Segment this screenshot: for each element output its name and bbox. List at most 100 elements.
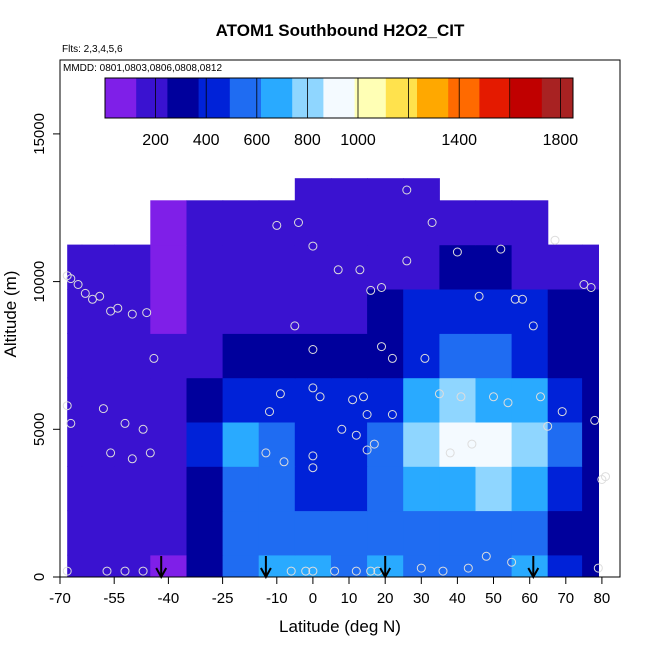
heatmap-cell [403, 510, 440, 556]
sample-point [308, 383, 318, 393]
heatmap-cell [367, 200, 404, 246]
sample-point [279, 457, 289, 467]
heatmap-cell [258, 466, 296, 512]
heatmap-cell [547, 333, 583, 379]
sample-point [434, 389, 444, 399]
colorbar-frame [104, 77, 574, 119]
colorbar-segment [198, 78, 231, 118]
x-tick-label: 60 [521, 590, 538, 607]
x-tick-label: 40 [449, 590, 466, 607]
heatmap-cell [294, 510, 332, 556]
heatmap-cell [294, 178, 332, 201]
heatmap-cell [475, 466, 513, 512]
heatmap-cell [582, 333, 599, 379]
heatmap-cell [511, 333, 549, 379]
sample-point [452, 247, 462, 257]
sample-point [362, 445, 372, 455]
x-tick-label: -10 [266, 590, 288, 607]
sample-point [456, 392, 466, 402]
heatmap-cell [150, 244, 187, 290]
sample-point [149, 353, 159, 363]
heatmap-cell [547, 244, 583, 290]
sample-point [427, 218, 437, 227]
heatmap-cell [150, 554, 187, 577]
sample-point [62, 401, 72, 411]
sample-point [308, 241, 318, 251]
heatmap-cell [547, 554, 583, 577]
heatmap-cell [222, 289, 260, 334]
sample-point [351, 430, 361, 440]
heatmap-cell [511, 466, 549, 512]
heatmap-cell [222, 466, 260, 512]
heatmap-cell [331, 289, 368, 334]
heatmap-cell [114, 421, 151, 467]
heatmap-cell [367, 178, 404, 201]
heatmap-cell [114, 333, 151, 379]
x-tick-label: -70 [49, 590, 71, 607]
colorbar-segment [292, 78, 324, 118]
y-axis-label: Altitude (m) [1, 271, 20, 358]
heatmap-cell [511, 244, 549, 290]
sample-point [66, 418, 76, 428]
sample-point [387, 353, 397, 363]
heatmap-cell [475, 554, 513, 577]
sample-point [138, 424, 148, 434]
x-tick-label: 0 [309, 590, 317, 607]
x-tick-label: 70 [557, 590, 574, 607]
heatmap-cell [186, 289, 224, 334]
sample-point [362, 410, 372, 419]
sample-point [286, 566, 296, 576]
heatmap-cell [439, 377, 477, 423]
heatmap-cell [511, 421, 549, 467]
sample-point [315, 392, 325, 402]
heatmap-cell [186, 510, 224, 556]
sample-point [145, 448, 155, 458]
heatmap-cell [403, 178, 440, 201]
sample-point [387, 410, 397, 419]
heatmap-cell [81, 554, 115, 577]
x-tick-label: 80 [594, 590, 611, 607]
sample-point [489, 392, 498, 402]
x-axis: -70 -55 -40 -25 -10 0 10 20 30 40 50 60 70 80 [49, 577, 610, 607]
heatmap-cell [367, 421, 404, 467]
heatmap-cell [547, 289, 583, 334]
sample-point [80, 288, 90, 298]
heatmap-cell [67, 289, 83, 334]
colorbar-segment [479, 78, 512, 118]
heatmap-cell [294, 466, 332, 512]
sample-point [308, 463, 318, 473]
x-tick-label: -25 [212, 590, 234, 607]
sample-point [402, 185, 412, 195]
heatmap-cell [367, 510, 404, 556]
heatmap-cell [294, 554, 332, 577]
sample-point [359, 392, 368, 402]
heatmap-cell [258, 421, 296, 467]
flights-annotation: Flts: 2,3,4,5,6 [62, 44, 123, 55]
heatmap-cell [511, 554, 549, 577]
sample-point [510, 294, 520, 304]
heatmap-cell [403, 554, 440, 577]
sample-point [261, 448, 271, 458]
sample-point [586, 283, 596, 292]
heatmap-cell [222, 244, 260, 290]
x-tick-label: 50 [485, 590, 502, 607]
heatmap-cell [81, 333, 115, 379]
heatmap-cell [294, 200, 332, 246]
colorbar-segment [105, 78, 137, 118]
colorbar-segment [229, 78, 262, 118]
heatmap-cell [331, 333, 368, 379]
heatmap-cell [222, 377, 260, 423]
sample-point [377, 283, 386, 292]
heatmap-cell [81, 289, 115, 334]
sample-point [272, 220, 282, 230]
colorbar-tick-label: 400 [193, 132, 220, 149]
colorbar: 200 400 600 800 1000 1400 1800 [104, 77, 579, 149]
sample-point [496, 244, 506, 254]
heatmap-cell [331, 244, 368, 290]
sample-point [138, 566, 148, 576]
colorbar-tick-label: 1800 [543, 132, 579, 149]
heatmap-cell [403, 466, 440, 512]
sample-point [275, 389, 285, 399]
heatmap-cell [439, 510, 477, 556]
chart-title: ATOM1 Southbound H2O2_CIT [216, 21, 465, 40]
